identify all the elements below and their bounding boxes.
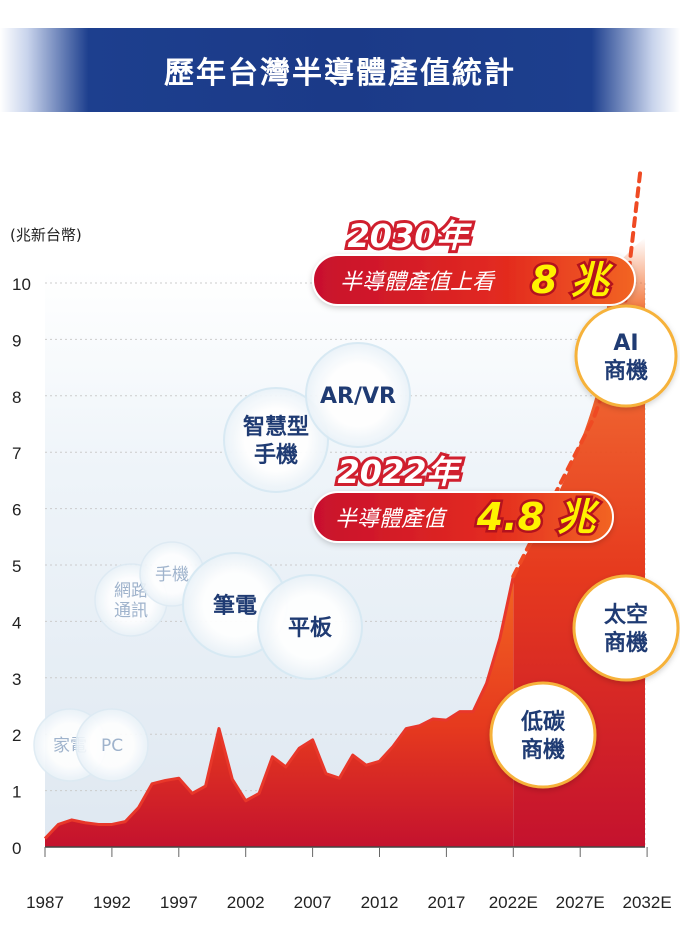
opportunity-label: 商機 (521, 737, 565, 763)
x-tick-label: 1987 (26, 893, 64, 912)
historical-area (45, 576, 514, 847)
annotation-value: 4.8 兆 (476, 495, 601, 539)
historical-line (43, 575, 515, 840)
annotation-banner (312, 254, 636, 306)
bubble-faded-label: 網路 (114, 581, 148, 601)
bubble-label: 智慧型 (243, 414, 309, 440)
annotation-year: 2030年 (347, 217, 472, 255)
x-tick-label: 2032E (623, 893, 672, 912)
opportunity-label: 商機 (604, 358, 648, 384)
opportunity-label: AI (613, 331, 638, 356)
annotation-text: 半導體產值 (335, 507, 448, 532)
y-tick-label: 10 (12, 275, 31, 294)
y-tick-label: 0 (12, 839, 21, 858)
annotation-text: 半導體產值上看 (340, 270, 496, 295)
x-tick-label: 1992 (93, 893, 131, 912)
opportunity-label: 太空 (604, 602, 648, 628)
bubble-faded-label: 通訊 (114, 601, 148, 621)
y-tick-label: 9 (12, 331, 21, 350)
opportunity-bubble (489, 681, 597, 789)
bubble (305, 342, 411, 448)
x-tick-label: 2002 (227, 893, 265, 912)
chart-title: 歷年台灣半導體產值統計 (164, 56, 516, 91)
y-tick-label: 7 (12, 444, 21, 463)
y-tick-label: 4 (12, 613, 21, 632)
opportunity-label: 低碳 (520, 710, 566, 735)
x-tick-label: 2012 (361, 893, 399, 912)
bubble-label: AR/VR (320, 384, 396, 409)
annotation-year: 2022年 (337, 453, 462, 491)
bubble-label: 筆電 (213, 593, 257, 619)
y-axis-label: (兆新台幣) (10, 226, 82, 244)
y-tick-label: 2 (12, 726, 21, 745)
bubble-faded-label: 手機 (155, 565, 189, 585)
y-tick-label: 1 (12, 783, 21, 802)
bubble-label: 手機 (254, 443, 298, 468)
y-tick-label: 3 (12, 670, 21, 689)
bubble-faded (75, 708, 149, 782)
y-tick-label: 8 (12, 388, 21, 407)
y-tick-label: 6 (12, 501, 21, 520)
bubble (257, 574, 363, 680)
bubble-label: 平板 (288, 616, 333, 641)
title-bar: 歷年台灣半導體產值統計 (0, 28, 680, 112)
y-tick-label: 5 (12, 557, 21, 576)
x-tick-label: 1997 (160, 893, 198, 912)
x-tick-label: 2027E (556, 893, 605, 912)
bubble-faded-label: PC (101, 736, 123, 756)
annotation-value: 8 兆 (531, 258, 614, 302)
opportunity-bubble (574, 304, 678, 408)
bubble (223, 387, 329, 493)
x-tick-label: 2017 (427, 893, 465, 912)
axes: 0 1 2 3 4 5 6 7 8 9 10 (兆新台幣) 1987 1992 1997 2002 2007 20… (10, 226, 672, 912)
x-tick-label: 2022E (489, 893, 538, 912)
opportunity-bubble (572, 574, 680, 682)
annotation-banner (312, 491, 614, 543)
x-tick-label: 2007 (294, 893, 332, 912)
opportunity-label: 商機 (604, 630, 648, 656)
